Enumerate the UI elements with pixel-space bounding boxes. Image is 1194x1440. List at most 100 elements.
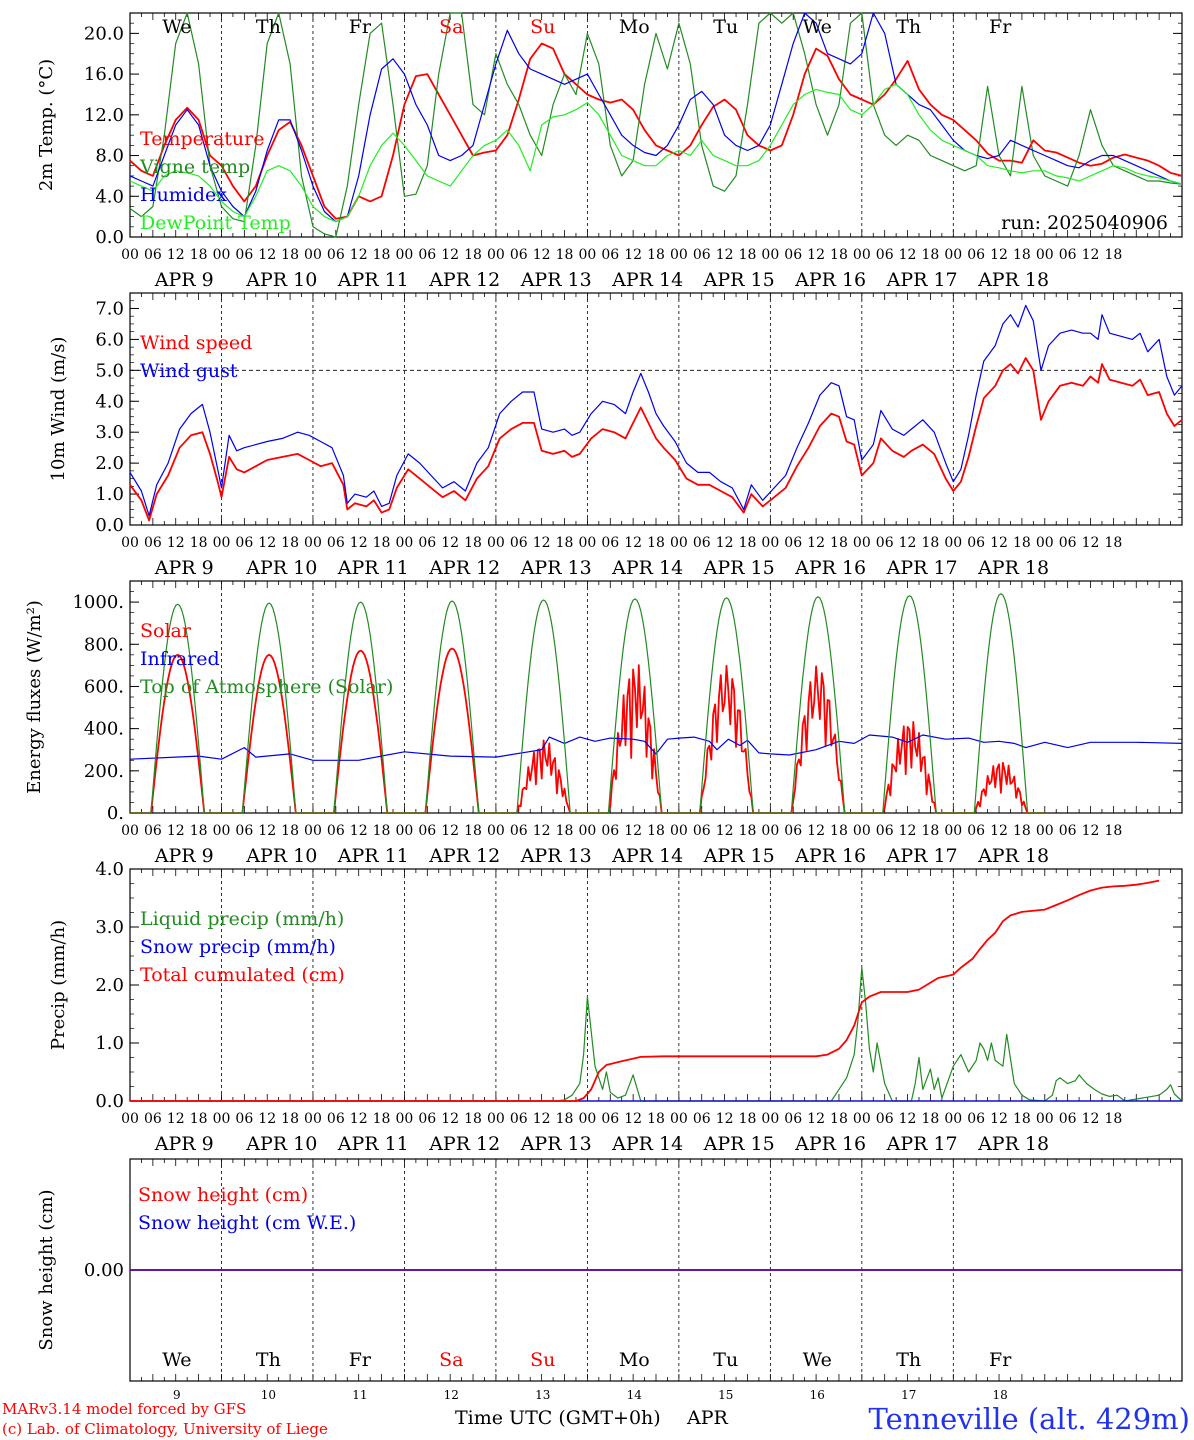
x-hour-label: 00 bbox=[761, 535, 779, 551]
x-hour-label: 00 bbox=[396, 247, 414, 263]
x-hour-label: 18 bbox=[556, 823, 574, 839]
x-hour-label: 06 bbox=[418, 823, 436, 839]
y-tick-label: 0.0 bbox=[95, 1091, 124, 1112]
x-hour-label: 12 bbox=[899, 247, 917, 263]
x-hour-label: 06 bbox=[693, 1111, 711, 1127]
weekday-label-bottom: Th bbox=[256, 1349, 281, 1371]
run-annotation: run: 2025040906 bbox=[1001, 212, 1168, 234]
x-hour-label: 12 bbox=[258, 823, 276, 839]
x-hour-label: 12 bbox=[1082, 1111, 1100, 1127]
day-number-label: 18 bbox=[993, 1388, 1008, 1402]
legend-entry: Snow height (cm) bbox=[138, 1184, 308, 1206]
weekday-label: Th bbox=[896, 16, 921, 38]
y-tick-label: 4.0 bbox=[95, 391, 124, 412]
x-hour-label: 06 bbox=[784, 535, 802, 551]
legend-entry: Wind gust bbox=[140, 360, 238, 382]
x-hour-label: 00 bbox=[761, 823, 779, 839]
x-date-label: APR 10 bbox=[245, 269, 317, 291]
x-hour-label: 18 bbox=[739, 823, 757, 839]
y-tick-label: 0.0 bbox=[95, 515, 124, 536]
x-hour-label: 12 bbox=[441, 535, 459, 551]
x-date-label: APR 12 bbox=[428, 845, 500, 867]
x-hour-label: 12 bbox=[990, 823, 1008, 839]
x-hour-label: 00 bbox=[121, 1111, 139, 1127]
x-hour-label: 06 bbox=[510, 1111, 528, 1127]
x-axis-time-label: Time UTC (GMT+0h) bbox=[455, 1407, 661, 1429]
x-hour-label: 12 bbox=[807, 1111, 825, 1127]
day-number-label: 13 bbox=[535, 1388, 550, 1402]
x-hour-label: 18 bbox=[190, 1111, 208, 1127]
day-number-label: 11 bbox=[352, 1388, 367, 1402]
day-number-label: 10 bbox=[261, 1388, 276, 1402]
y-axis-label: Energy fluxes (W/m²) bbox=[24, 600, 45, 794]
x-hour-label: 00 bbox=[853, 823, 871, 839]
y-tick-label: 1000. bbox=[72, 592, 124, 613]
panel-energy: 0. 200. 400. 600. 800. 1000. Energy fluxes (W/… bbox=[24, 580, 1183, 867]
legend-entry: Temperature bbox=[140, 128, 264, 150]
x-date-label: APR 15 bbox=[703, 845, 775, 867]
y-tick-label: 4.0 bbox=[95, 859, 124, 880]
x-hour-label: 12 bbox=[1082, 247, 1100, 263]
legend-entry: Solar bbox=[140, 620, 192, 642]
x-hour-label: 06 bbox=[876, 247, 894, 263]
plot-frame bbox=[129, 12, 1183, 238]
x-hour-label: 06 bbox=[235, 1111, 253, 1127]
series-line-wind-gust bbox=[129, 304, 1183, 517]
day-number-label: 16 bbox=[810, 1388, 825, 1402]
x-hour-label: 00 bbox=[121, 823, 139, 839]
x-hour-label: 00 bbox=[396, 535, 414, 551]
x-hour-label: 00 bbox=[121, 247, 139, 263]
station-title: Tenneville (alt. 429m) bbox=[869, 1402, 1191, 1436]
x-hour-label: 12 bbox=[990, 535, 1008, 551]
x-hour-label: 00 bbox=[304, 823, 322, 839]
x-hour-label: 12 bbox=[899, 1111, 917, 1127]
x-hour-label: 18 bbox=[1013, 535, 1031, 551]
x-axis-month-label: APR bbox=[686, 1407, 729, 1429]
x-hour-label: 12 bbox=[716, 1111, 734, 1127]
x-hour-label: 18 bbox=[464, 823, 482, 839]
x-hour-label: 06 bbox=[693, 247, 711, 263]
x-date-label: APR 10 bbox=[245, 1133, 317, 1155]
x-hour-label: 06 bbox=[1059, 1111, 1077, 1127]
x-hour-label: 18 bbox=[464, 247, 482, 263]
x-hour-label: 18 bbox=[922, 247, 940, 263]
x-hour-label: 06 bbox=[601, 1111, 619, 1127]
x-hour-label: 00 bbox=[578, 535, 596, 551]
x-hour-label: 06 bbox=[601, 535, 619, 551]
x-hour-label: 12 bbox=[441, 1111, 459, 1127]
x-hour-label: 18 bbox=[190, 535, 208, 551]
series-line-wind-speed bbox=[129, 357, 1183, 522]
x-hour-label: 18 bbox=[464, 535, 482, 551]
x-date-label: APR 13 bbox=[520, 269, 592, 291]
x-date-label: APR 9 bbox=[154, 269, 214, 291]
legend-entry: DewPoint Temp bbox=[140, 212, 291, 234]
x-hour-label: 00 bbox=[396, 823, 414, 839]
weekday-label-bottom: Mo bbox=[619, 1349, 650, 1371]
y-tick-label: 0. bbox=[107, 803, 124, 824]
x-hour-label: 00 bbox=[670, 1111, 688, 1127]
y-tick-label: 3.0 bbox=[95, 422, 124, 443]
series-line-dewpoint-temp bbox=[129, 83, 1183, 223]
credit-line-2: (c) Lab. of Climatology, University of L… bbox=[2, 1420, 328, 1438]
x-hour-label: 00 bbox=[1036, 247, 1054, 263]
legend-entry: Wind speed bbox=[140, 332, 252, 354]
weekday-label-bottom: Fr bbox=[989, 1349, 1012, 1371]
x-hour-label: 18 bbox=[1104, 823, 1122, 839]
x-date-label: APR 14 bbox=[611, 557, 683, 579]
x-hour-label: 18 bbox=[281, 247, 299, 263]
x-hour-label: 00 bbox=[670, 247, 688, 263]
x-hour-label: 06 bbox=[510, 823, 528, 839]
x-hour-label: 18 bbox=[830, 247, 848, 263]
y-tick-label: 6.0 bbox=[95, 329, 124, 350]
x-date-label: APR 17 bbox=[886, 557, 958, 579]
x-hour-label: 00 bbox=[213, 247, 231, 263]
x-hour-label: 00 bbox=[761, 1111, 779, 1127]
weekday-label-bottom: Th bbox=[896, 1349, 921, 1371]
x-hour-label: 00 bbox=[853, 247, 871, 263]
day-number-label: 12 bbox=[444, 1388, 459, 1402]
x-hour-label: 18 bbox=[373, 535, 391, 551]
x-hour-label: 18 bbox=[1013, 247, 1031, 263]
x-hour-label: 12 bbox=[350, 823, 368, 839]
x-hour-label: 00 bbox=[1036, 535, 1054, 551]
x-hour-label: 18 bbox=[739, 247, 757, 263]
